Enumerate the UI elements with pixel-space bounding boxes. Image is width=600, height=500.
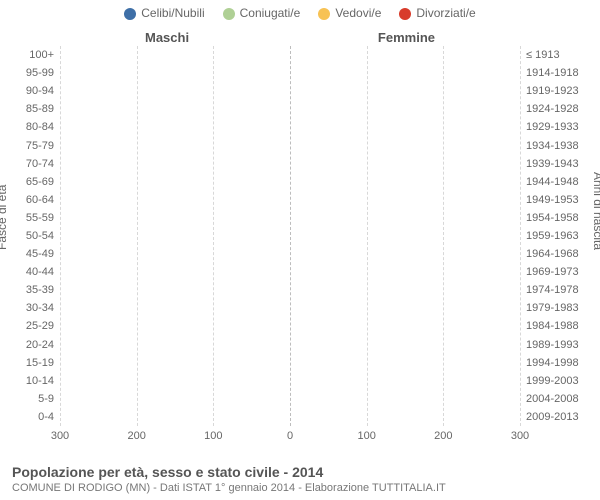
birth-year-label: 1994-1998 [526, 357, 596, 369]
grid-line [443, 46, 444, 426]
age-label: 20-24 [4, 339, 54, 351]
birth-year-label: 1999-2003 [526, 375, 596, 387]
age-label: 65-69 [4, 176, 54, 188]
birth-year-label: 1974-1978 [526, 284, 596, 296]
age-label: 40-44 [4, 266, 54, 278]
grid-line [60, 46, 61, 426]
birth-year-label: 1939-1943 [526, 158, 596, 170]
legend: Celibi/Nubili Coniugati/e Vedovi/e Divorzia… [0, 6, 600, 20]
grid-line [520, 46, 521, 426]
birth-year-label: 2009-2013 [526, 411, 596, 423]
birth-year-label: 1969-1973 [526, 266, 596, 278]
birth-year-label: 1934-1938 [526, 140, 596, 152]
legend-swatch [223, 8, 235, 20]
age-label: 45-49 [4, 248, 54, 260]
legend-item: Celibi/Nubili [124, 6, 204, 20]
legend-swatch [318, 8, 330, 20]
legend-item: Divorziati/e [399, 6, 475, 20]
age-label: 0-4 [4, 411, 54, 423]
chart-title: Popolazione per età, sesso e stato civil… [12, 464, 588, 480]
x-axis-tick: 0 [287, 430, 293, 442]
legend-label: Celibi/Nubili [141, 6, 204, 20]
x-axis-tick: 300 [511, 430, 529, 442]
grid-line [137, 46, 138, 426]
legend-label: Coniugati/e [240, 6, 301, 20]
birth-year-label: 1919-1923 [526, 85, 596, 97]
grid-line [290, 46, 291, 426]
legend-label: Divorziati/e [416, 6, 475, 20]
age-label: 90-94 [4, 85, 54, 97]
age-label: 55-59 [4, 212, 54, 224]
legend-swatch [124, 8, 136, 20]
birth-year-label: ≤ 1913 [526, 49, 596, 61]
birth-year-label: 1959-1963 [526, 230, 596, 242]
chart-subtitle: COMUNE DI RODIGO (MN) - Dati ISTAT 1° ge… [12, 482, 588, 494]
birth-year-label: 1949-1953 [526, 194, 596, 206]
x-axis-tick: 100 [357, 430, 375, 442]
column-header-female: Femmine [378, 30, 435, 45]
legend-item: Coniugati/e [223, 6, 301, 20]
grid-line [213, 46, 214, 426]
birth-year-label: 1979-1983 [526, 302, 596, 314]
birth-year-label: 1984-1988 [526, 320, 596, 332]
age-label: 10-14 [4, 375, 54, 387]
legend-label: Vedovi/e [335, 6, 381, 20]
column-header-male: Maschi [145, 30, 189, 45]
age-label: 50-54 [4, 230, 54, 242]
legend-item: Vedovi/e [318, 6, 381, 20]
x-axis-tick: 200 [127, 430, 145, 442]
population-pyramid-chart: Celibi/Nubili Coniugati/e Vedovi/e Divorzia… [0, 0, 600, 500]
age-label: 25-29 [4, 320, 54, 332]
birth-year-label: 1929-1933 [526, 121, 596, 133]
age-label: 95-99 [4, 67, 54, 79]
x-axis-tick: 300 [51, 430, 69, 442]
birth-year-label: 1954-1958 [526, 212, 596, 224]
age-label: 60-64 [4, 194, 54, 206]
age-label: 35-39 [4, 284, 54, 296]
plot-area: 100+≤ 191395-991914-191890-941919-192385… [60, 46, 520, 426]
age-label: 80-84 [4, 121, 54, 133]
x-axis-tick: 200 [434, 430, 452, 442]
birth-year-label: 1924-1928 [526, 103, 596, 115]
birth-year-label: 1944-1948 [526, 176, 596, 188]
age-label: 15-19 [4, 357, 54, 369]
age-label: 75-79 [4, 140, 54, 152]
age-label: 5-9 [4, 393, 54, 405]
age-label: 30-34 [4, 302, 54, 314]
birth-year-label: 1989-1993 [526, 339, 596, 351]
grid-line [367, 46, 368, 426]
age-label: 100+ [4, 49, 54, 61]
x-axis-tick: 100 [204, 430, 222, 442]
birth-year-label: 1964-1968 [526, 248, 596, 260]
age-label: 70-74 [4, 158, 54, 170]
birth-year-label: 1914-1918 [526, 67, 596, 79]
legend-swatch [399, 8, 411, 20]
birth-year-label: 2004-2008 [526, 393, 596, 405]
chart-footer: Popolazione per età, sesso e stato civil… [12, 464, 588, 494]
age-label: 85-89 [4, 103, 54, 115]
